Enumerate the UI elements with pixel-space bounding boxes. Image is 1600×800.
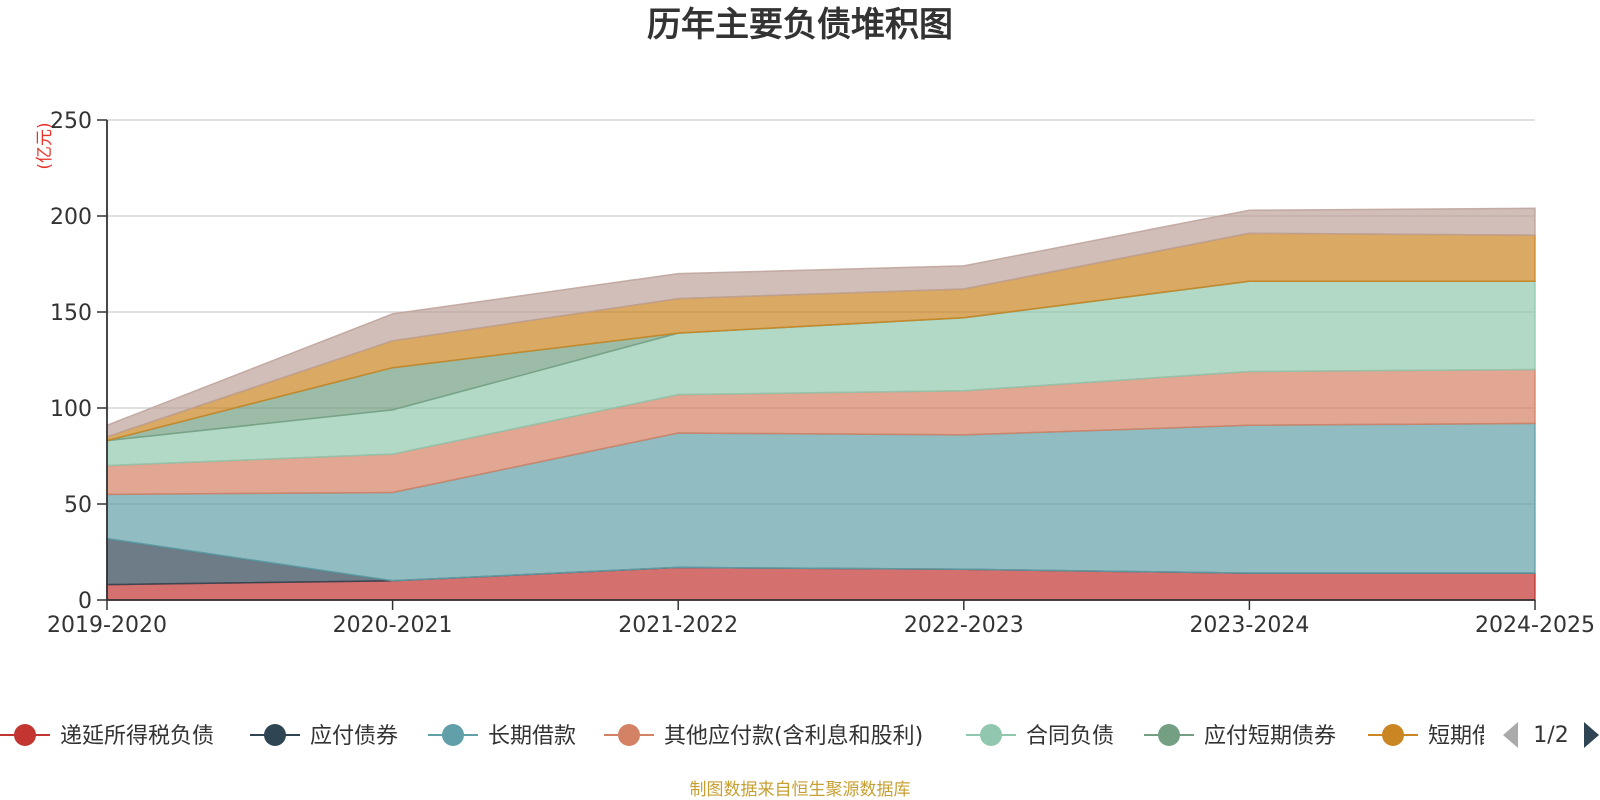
legend-page-indicator: 1/2 (1533, 723, 1568, 748)
legend-pager[interactable]: 1/2 (1503, 722, 1599, 748)
x-tick-label-3: 2022-2023 (904, 613, 1024, 638)
x-tick-label-2: 2021-2022 (618, 613, 738, 638)
data-source-note: 制图数据来自恒生聚源数据库 (690, 780, 911, 800)
legend-label-2: 长期借款 (488, 724, 576, 749)
y-tick-label-0: 0 (78, 589, 92, 614)
x-tick-label-1: 2020-2021 (333, 613, 453, 638)
legend-marker-0 (14, 724, 36, 746)
legend-item-3[interactable]: 其他应付款(含利息和股利) (604, 724, 923, 749)
legend-label-3: 其他应付款(含利息和股利) (664, 724, 923, 749)
legend-marker-2 (442, 724, 464, 746)
legend-marker-6 (1382, 724, 1404, 746)
legend-label-1: 应付债券 (310, 724, 398, 749)
x-tick-label-5: 2024-2025 (1475, 613, 1595, 638)
legend-label-5: 应付短期债券 (1204, 724, 1336, 749)
x-tick-label-0: 2019-2020 (47, 613, 167, 638)
legend-label-6: 短期借款 (1428, 724, 1516, 749)
y-tick-label-200: 200 (50, 205, 92, 230)
legend-item-5[interactable]: 应付短期债券 (1144, 724, 1336, 749)
legend-item-2[interactable]: 长期借款 (428, 724, 576, 749)
series-areas (106, 207, 1536, 601)
legend-label-0: 递延所得税负债 (60, 724, 214, 749)
legend[interactable]: 递延所得税负债 应付债券 长期借款 其他应付款(含利息和股利) 合同负债 应付短期债券 短期… (0, 724, 1516, 749)
legend-marker-1 (264, 724, 286, 746)
area-series-7 (106, 207, 1536, 438)
legend-item-6[interactable]: 短期借款 (1368, 724, 1516, 749)
legend-label-4: 合同负债 (1026, 724, 1114, 749)
legend-item-4[interactable]: 合同负债 (966, 724, 1114, 749)
y-axis-unit: (亿元) (35, 122, 55, 169)
chart-title: 历年主要负债堆积图 (647, 5, 953, 45)
legend-prev-icon[interactable] (1503, 722, 1518, 748)
legend-marker-3 (618, 724, 640, 746)
y-tick-label-100: 100 (50, 397, 92, 422)
legend-item-1[interactable]: 应付债券 (250, 724, 398, 749)
axes: 0 50 100 150 200 250 2019-2020 2020-2021 2021-20… (47, 109, 1595, 638)
y-tick-label-150: 150 (50, 301, 92, 326)
legend-next-icon[interactable] (1584, 722, 1599, 748)
legend-marker-5 (1158, 724, 1180, 746)
x-tick-label-4: 2023-2024 (1189, 613, 1309, 638)
y-tick-label-250: 250 (50, 109, 92, 134)
y-tick-label-50: 50 (64, 493, 92, 518)
legend-item-0[interactable]: 递延所得税负债 (0, 724, 214, 749)
legend-marker-4 (980, 724, 1002, 746)
